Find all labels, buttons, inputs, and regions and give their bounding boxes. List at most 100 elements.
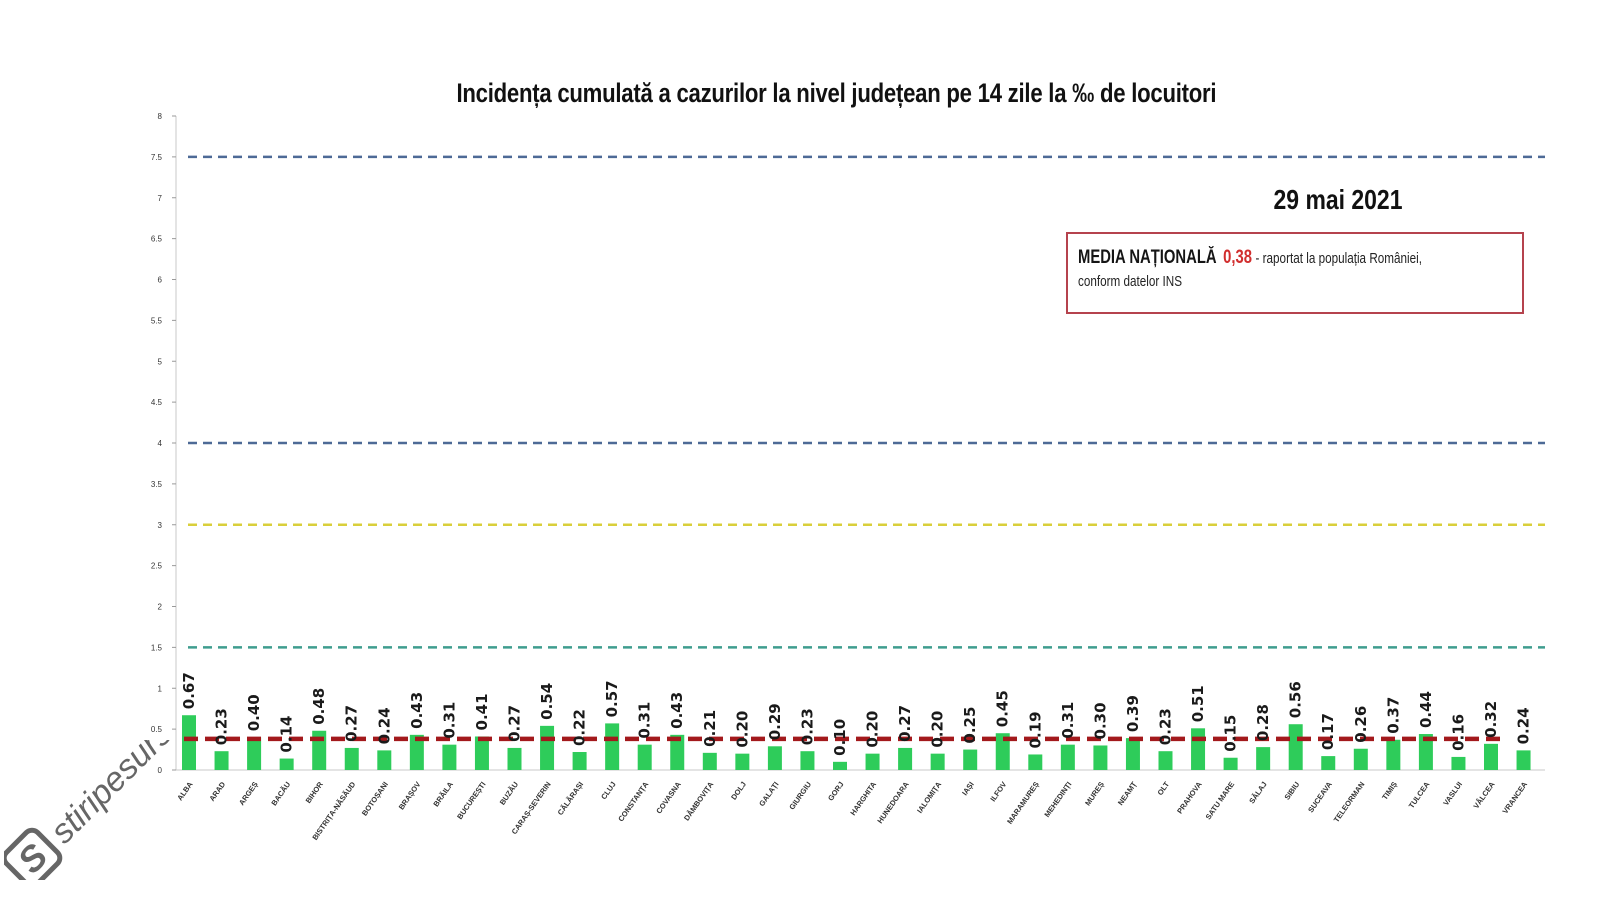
y-tick-label: 7 xyxy=(158,194,163,203)
national-average-value: 0,38 xyxy=(1223,247,1253,268)
bar xyxy=(214,751,229,770)
x-category-label: BRĂILA xyxy=(431,780,455,809)
x-category-label: MUREȘ xyxy=(1083,780,1106,807)
y-tick-label: 3 xyxy=(158,521,163,530)
bar xyxy=(1321,756,1336,770)
bar xyxy=(930,753,945,770)
national-average-title: MEDIA NAȚIONALĂ xyxy=(1078,247,1217,268)
x-category-label: CONSTANȚA xyxy=(616,780,650,824)
bar-value-label: 0.14 xyxy=(278,716,296,753)
bar-value-label: 0.40 xyxy=(245,694,263,731)
y-tick-label: 5.5 xyxy=(151,316,163,325)
y-tick-label: 3.5 xyxy=(151,480,163,489)
bar xyxy=(800,751,815,770)
bar xyxy=(1028,754,1043,770)
bar xyxy=(833,761,847,770)
bar xyxy=(995,733,1010,770)
x-category-label: MEHEDINȚI xyxy=(1042,780,1073,819)
bar xyxy=(312,730,327,770)
bar-value-label: 0.24 xyxy=(1515,707,1533,744)
bar-value-label: 0.23 xyxy=(1157,708,1175,745)
bar xyxy=(963,749,978,770)
x-category-label: BOTOȘANI xyxy=(360,780,390,817)
bar-value-label: 0.27 xyxy=(343,705,361,742)
bar-value-label: 0.24 xyxy=(375,707,393,744)
y-tick-label: 2.5 xyxy=(151,562,163,571)
x-category-label: NEAMȚ xyxy=(1116,780,1139,807)
bar xyxy=(637,744,652,770)
bar xyxy=(474,736,489,770)
national-average-box: MEDIA NAȚIONALĂ 0,38 - raportat la popul… xyxy=(1066,232,1524,314)
bar-value-label: 0.67 xyxy=(180,672,198,709)
y-tick-label: 1.5 xyxy=(151,643,163,652)
x-category-label: ARAD xyxy=(207,780,227,803)
x-category-label: PRAHOVA xyxy=(1175,780,1204,816)
bar xyxy=(767,746,782,770)
bar xyxy=(442,744,457,770)
bar-value-label: 0.41 xyxy=(473,693,491,730)
x-category-label: SĂLAJ xyxy=(1247,780,1268,805)
bar xyxy=(1353,748,1368,770)
x-category-label: VÂLCEA xyxy=(1472,780,1497,811)
y-tick-label: 8 xyxy=(158,112,163,121)
x-category-label: IAȘI xyxy=(960,780,976,797)
bar-value-label: 0.15 xyxy=(1222,715,1240,752)
bar-value-label: 0.20 xyxy=(864,711,882,748)
bar xyxy=(605,723,620,770)
x-category-label: HARGHITA xyxy=(848,780,878,818)
bar-value-label: 0.54 xyxy=(538,683,556,720)
x-category-label: BRAȘOV xyxy=(397,780,423,811)
x-category-label: COVASNA xyxy=(654,780,683,816)
bar xyxy=(247,737,262,770)
national-average-desc: - raportat la populația României, xyxy=(1255,250,1422,267)
y-tick-label: 4 xyxy=(158,439,163,448)
y-tick-label: 1 xyxy=(158,684,163,693)
bar xyxy=(1516,750,1531,770)
watermark-text: stiripesurse.ro xyxy=(43,740,204,851)
bar xyxy=(1386,739,1401,770)
x-category-label: TIMIȘ xyxy=(1380,780,1399,802)
x-category-label: BUZĂU xyxy=(498,780,520,807)
bar xyxy=(1125,738,1140,770)
bar-value-label: 0.44 xyxy=(1417,691,1435,728)
y-tick-label: 0 xyxy=(158,766,163,775)
bar-value-label: 0.20 xyxy=(733,711,751,748)
bar xyxy=(344,747,359,770)
bar xyxy=(865,753,880,770)
bar-value-label: 0.56 xyxy=(1287,681,1305,718)
bar-value-label: 0.23 xyxy=(213,708,231,745)
x-category-label: BUCUREȘTI xyxy=(455,780,487,821)
x-category-label: SUCEAVA xyxy=(1306,780,1334,815)
bar-value-label: 0.43 xyxy=(668,692,686,729)
bar-value-label: 0.32 xyxy=(1482,701,1500,738)
bar xyxy=(1093,745,1108,770)
x-category-label: GIURGIU xyxy=(787,780,813,811)
x-category-label: CĂLĂRAȘI xyxy=(556,780,586,817)
y-tick-label: 6 xyxy=(158,276,163,285)
bar xyxy=(572,752,587,770)
bar-value-label: 0.23 xyxy=(798,708,816,745)
bar-value-label: 0.27 xyxy=(506,705,524,742)
bar-value-label: 0.48 xyxy=(310,688,328,725)
y-tick-label: 5 xyxy=(158,357,163,366)
bar xyxy=(1256,747,1271,770)
bar-value-label: 0.21 xyxy=(701,710,719,747)
bar-value-label: 0.31 xyxy=(636,702,654,739)
x-category-label: BIHOR xyxy=(304,780,326,805)
bar xyxy=(1060,744,1075,770)
bar xyxy=(409,734,424,770)
bar xyxy=(279,758,294,770)
chart-date: 29 mai 2021 xyxy=(1273,184,1403,215)
watermark-logo: S stiripesurse.ro xyxy=(4,740,204,880)
bar xyxy=(507,747,522,770)
bar xyxy=(735,753,750,770)
bar-value-label: 0.27 xyxy=(896,705,914,742)
bar xyxy=(377,750,392,770)
bar xyxy=(1288,724,1303,770)
x-category-label: TELEORMAN xyxy=(1332,780,1367,824)
y-tick-label: 2 xyxy=(158,603,163,612)
bar xyxy=(1484,743,1498,770)
bar-value-label: 0.19 xyxy=(1026,711,1044,748)
bar-value-label: 0.45 xyxy=(994,690,1012,727)
